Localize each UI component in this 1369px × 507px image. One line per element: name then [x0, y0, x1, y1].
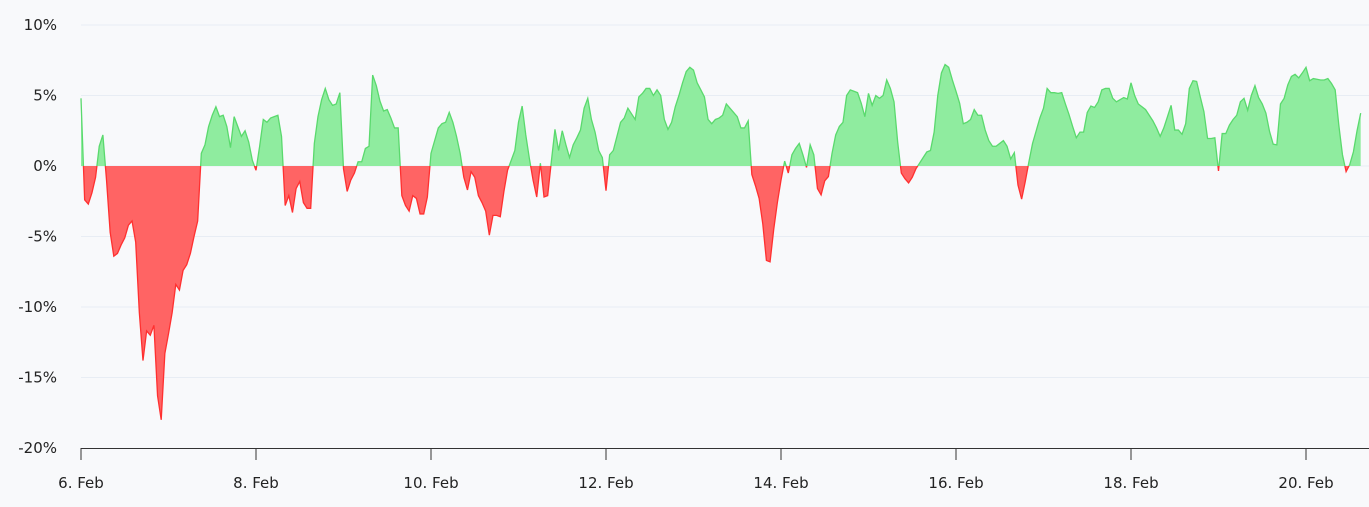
positive-line — [80, 63, 1362, 166]
y-tick-label: -5% — [28, 228, 57, 246]
negative-line — [82, 166, 1350, 420]
x-tick-label: 12. Feb — [578, 474, 633, 492]
x-tick-label: 14. Feb — [753, 474, 808, 492]
y-axis: 10% 5% 0% -5% -10% -15% -20% — [18, 16, 57, 457]
gridlines — [81, 24, 1369, 378]
y-tick-label: 0% — [33, 157, 57, 175]
x-tick-label: 16. Feb — [928, 474, 983, 492]
y-tick-label: -15% — [18, 369, 57, 387]
x-tick-label: 8. Feb — [233, 474, 279, 492]
y-tick-label: -10% — [18, 298, 57, 316]
y-tick-label: 10% — [24, 16, 57, 34]
x-tick-label: 6. Feb — [58, 474, 104, 492]
x-axis: 6. Feb 8. Feb 10. Feb 12. Feb 14. Feb 16. Feb… — [58, 448, 1369, 492]
positive-area — [81, 64, 1361, 166]
x-tick-label: 20. Feb — [1278, 474, 1333, 492]
x-tick-label: 10. Feb — [403, 474, 458, 492]
x-tick-label: 18. Feb — [1103, 474, 1158, 492]
y-tick-label: 5% — [33, 87, 57, 105]
y-tick-label: -20% — [18, 439, 57, 457]
